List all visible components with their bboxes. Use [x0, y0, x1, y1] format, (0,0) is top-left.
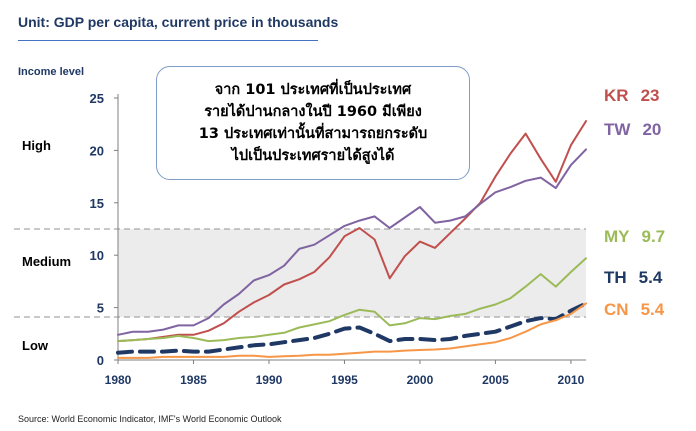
callout-line-4: ไปเป็นประเทศรายได้สูงได้ [231, 148, 395, 164]
x-tick-label: 2010 [558, 373, 585, 387]
legend-tw-value: 20 [642, 120, 662, 139]
series-line-th [116, 301, 588, 355]
chart-title: Unit: GDP per capita, current price in t… [18, 14, 339, 30]
x-tick-label: 2005 [482, 373, 509, 387]
y-tick-label: 5 [97, 301, 104, 316]
legend-tw-name: TW [604, 120, 631, 139]
x-tick-label: 1980 [105, 373, 132, 387]
y-tick-label: 15 [90, 196, 104, 211]
middle-income-band [118, 229, 586, 318]
y-tick-label: 25 [90, 91, 104, 106]
legend-kr: KR 23 [604, 86, 659, 106]
band-label-high: High [22, 138, 51, 153]
callout-box: จาก 101 ประเทศที่เป็นประเทศ รายได้ปานกลา… [156, 66, 470, 180]
x-tick-label: 2000 [407, 373, 434, 387]
band-label-low: Low [22, 338, 48, 353]
y-tick-label: 10 [90, 248, 104, 263]
band-label-medium: Medium [22, 254, 72, 269]
legend-cn-value: 5.4 [640, 300, 665, 319]
legend-cn: CN 5.4 [604, 300, 664, 320]
source-note: Source: World Economic Indicator, IMF's … [18, 414, 282, 424]
series-line-my [117, 257, 587, 343]
y-tick-label: 0 [97, 353, 104, 368]
series-line-cn [117, 302, 587, 359]
x-tick-label: 1990 [256, 373, 283, 387]
series-line-tw [117, 148, 587, 336]
legend-cn-name: CN [604, 300, 629, 319]
callout-line-3: 13 ประเทศเท่านั้นที่สามารถยกระดับ [198, 126, 428, 142]
legend-my-value: 9.7 [641, 227, 666, 246]
legend-tw: TW 20 [604, 120, 661, 140]
x-tick-label: 1985 [180, 373, 207, 387]
legend-th: TH 5.4 [604, 268, 662, 288]
x-tick-label: 1995 [331, 373, 358, 387]
income-level-label: Income level [18, 66, 85, 78]
title-underline [18, 40, 318, 41]
legend-my: MY 9.7 [604, 227, 665, 247]
y-tick-label: 20 [90, 143, 104, 158]
callout-line-2: รายได้ปานกลางในปี 1960 มีเพียง [204, 104, 422, 120]
legend-kr-name: KR [604, 86, 629, 105]
legend-kr-value: 23 [640, 86, 660, 105]
legend-th-value: 5.4 [638, 268, 663, 287]
legend-my-name: MY [604, 227, 630, 246]
series-line-kr [117, 120, 587, 343]
legend-th-name: TH [604, 268, 627, 287]
callout-line-1: จาก 101 ประเทศที่เป็นประเทศ [214, 82, 412, 98]
